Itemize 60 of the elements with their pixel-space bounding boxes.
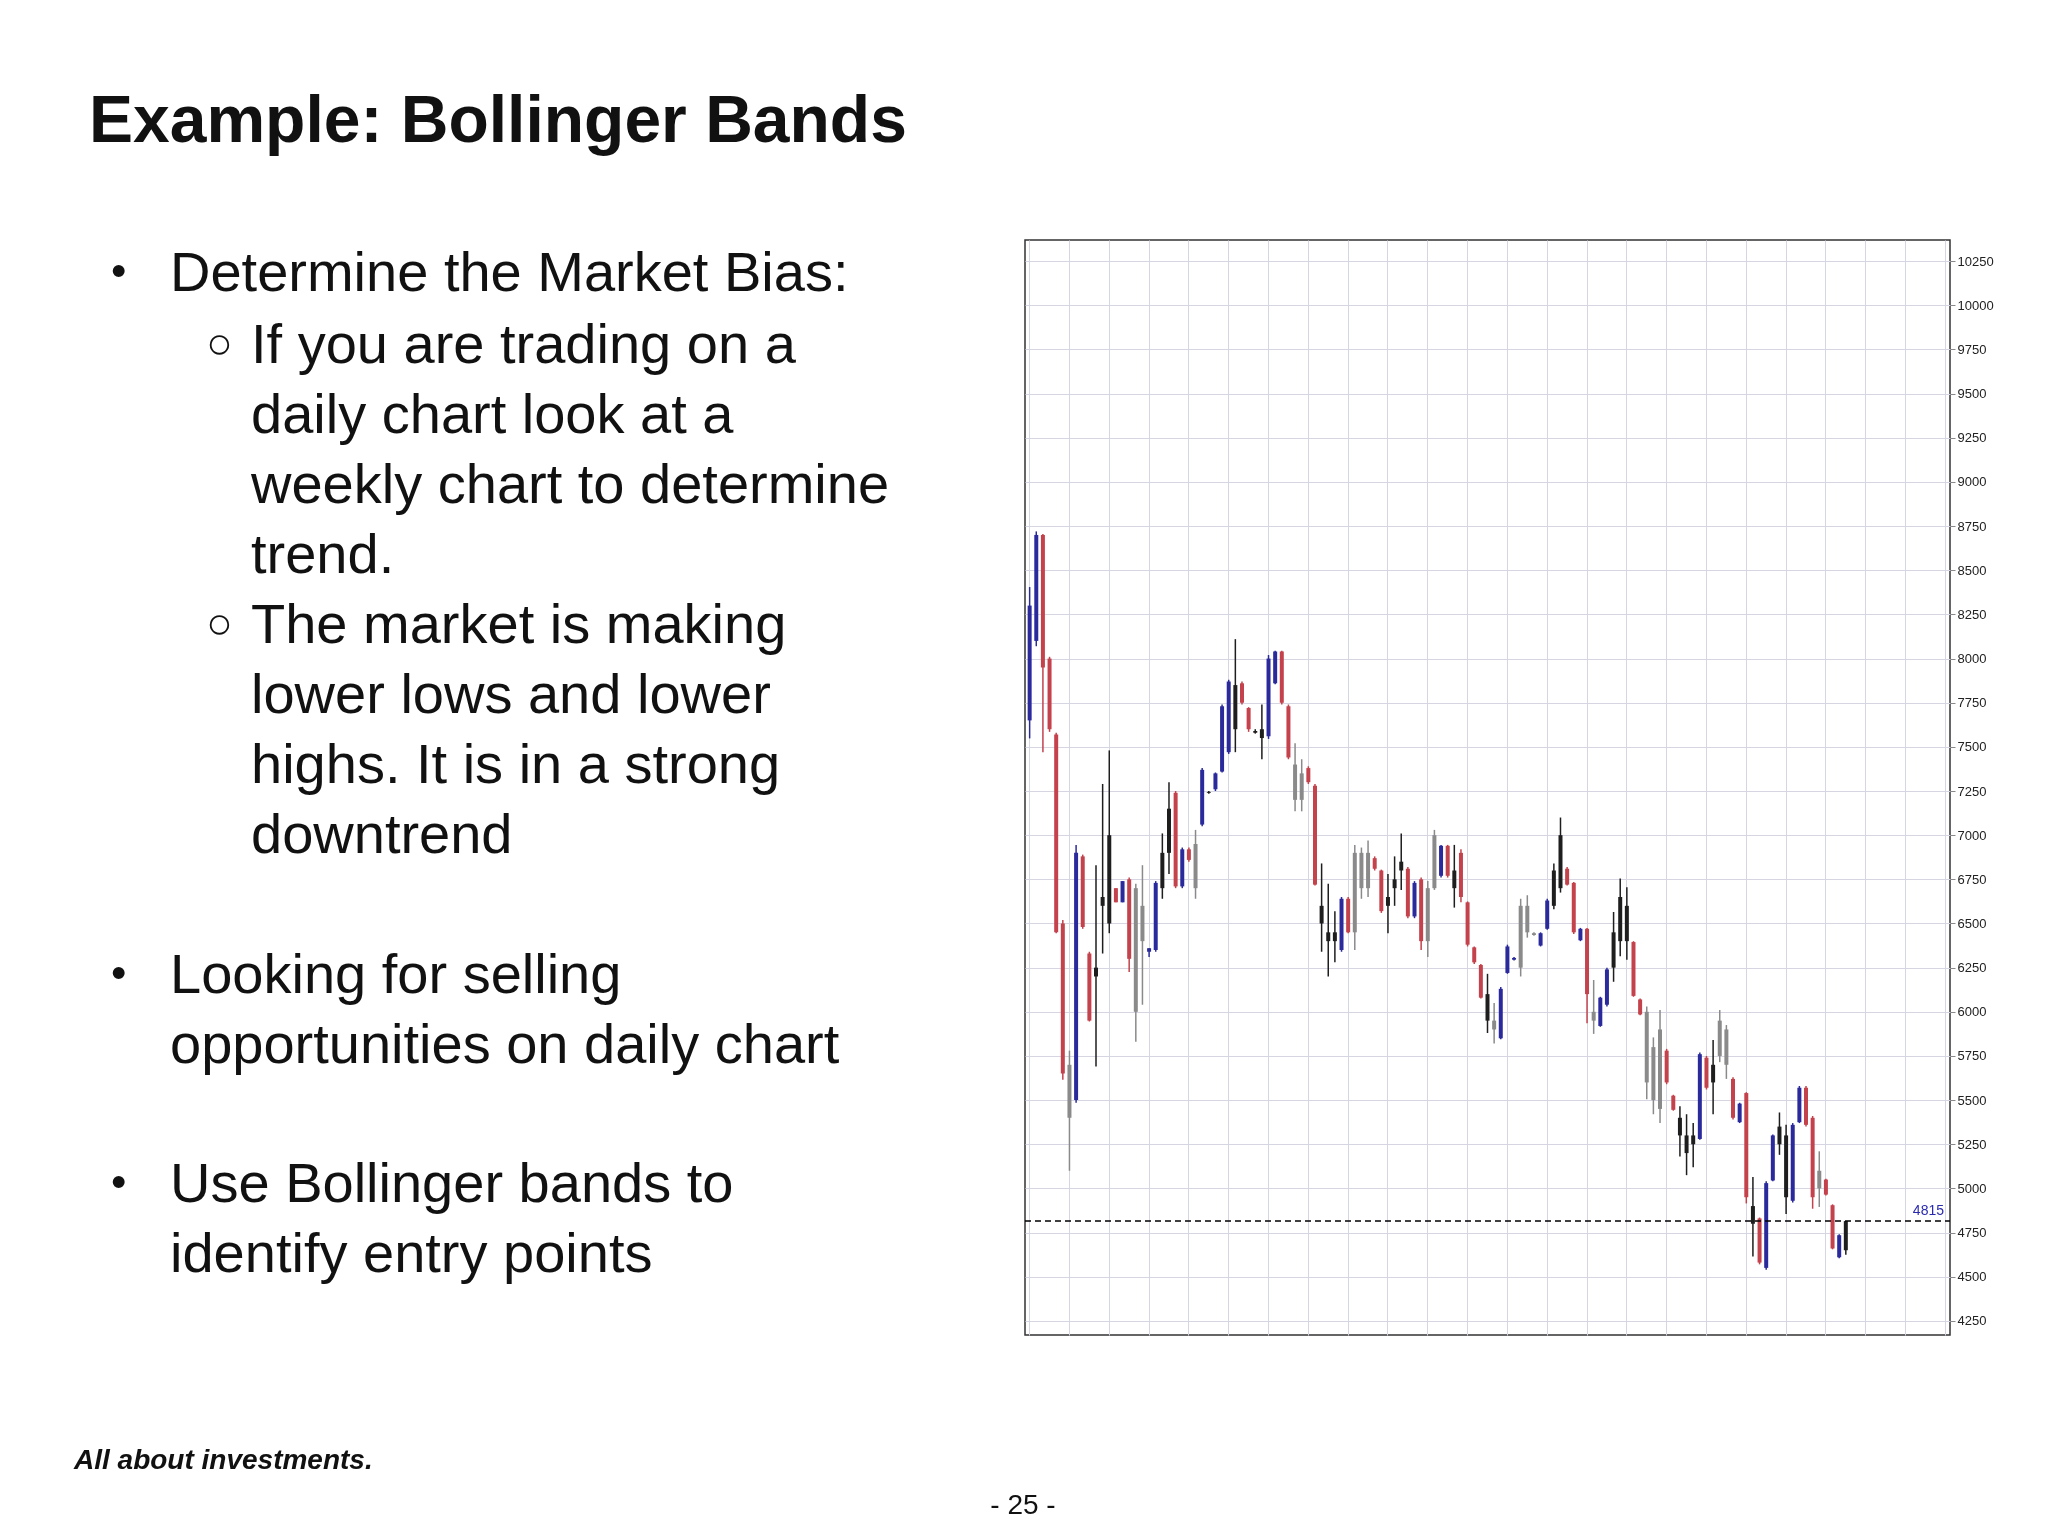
y-tick-label: 5500	[1957, 1092, 1987, 1108]
y-tick-label: 8750	[1957, 518, 1987, 534]
ref-line-label: 4815	[1912, 1202, 1945, 1219]
y-tick-label: 10000	[1957, 297, 1994, 313]
y-tick-label: 9250	[1957, 430, 1987, 446]
y-tick-label: 7250	[1957, 783, 1987, 799]
y-tick-label: 4750	[1957, 1225, 1987, 1241]
y-tick-label: 6500	[1957, 915, 1987, 931]
candlestick	[1750, 1176, 1755, 1258]
candlestick	[1100, 783, 1105, 955]
candlestick	[1817, 1150, 1822, 1208]
candlestick	[1492, 1002, 1497, 1045]
candlestick	[1677, 1105, 1682, 1158]
y-tick-label: 7750	[1957, 695, 1987, 711]
candlestick	[1385, 873, 1390, 934]
y-tick-label: 5000	[1957, 1180, 1987, 1196]
y-tick-label: 8000	[1957, 651, 1987, 667]
y-tick-label: 8250	[1957, 606, 1987, 622]
y-tick-label: 7500	[1957, 739, 1987, 755]
candlestick	[1837, 1233, 1842, 1259]
candlestick	[1777, 1111, 1782, 1156]
y-tick-label: 5750	[1957, 1048, 1987, 1064]
y-tick-label: 5250	[1957, 1136, 1987, 1152]
candlestick	[1452, 844, 1457, 909]
candlestick	[1213, 771, 1218, 792]
candlestick	[1326, 883, 1331, 978]
y-tick-label: 9500	[1957, 386, 1987, 402]
candlestick	[1332, 910, 1337, 964]
candlestick	[1565, 866, 1570, 887]
candlestick	[1246, 706, 1251, 733]
text: • Looking for selling opportunities on daily chart	[111, 942, 840, 1075]
candlestick	[1206, 790, 1211, 795]
y-tick-label: 10250	[1957, 253, 1994, 269]
y-tick-label: 6000	[1957, 1004, 1987, 1020]
y-tick-label: 6250	[1957, 960, 1987, 976]
text: All about investments.	[73, 1444, 373, 1475]
text: - 25 -	[990, 1489, 1056, 1520]
y-tick-label: 8500	[1957, 562, 1987, 578]
candlestick	[1094, 864, 1098, 1068]
text: ○ The market is making lower lows and lower highs. It is in a strong downtrend	[206, 592, 787, 865]
text: • Use Bollinger bands to identify entry points	[111, 1151, 734, 1284]
y-tick-label: 9750	[1957, 342, 1987, 357]
candlestick	[1691, 1122, 1696, 1168]
candlestick	[1392, 855, 1397, 907]
candlestick	[1684, 1113, 1689, 1176]
candlestick	[1737, 1102, 1742, 1124]
candlestick	[1319, 862, 1324, 953]
candlestick	[1259, 703, 1264, 760]
y-tick-label: 6750	[1957, 871, 1987, 887]
y-tick-label: 9000	[1957, 474, 1987, 490]
y-tick-label: 4500	[1957, 1269, 1987, 1285]
candlestick	[1591, 979, 1596, 1035]
candlestick	[1399, 832, 1404, 891]
text: • Determine the Market Bias:	[111, 240, 849, 303]
candlestick	[1239, 680, 1244, 706]
y-tick-label: 4250	[1957, 1313, 1987, 1329]
chart-title: Example: Bollinger Bands	[89, 82, 907, 156]
y-tick-label: 7000	[1957, 827, 1987, 843]
text: ○ If you are trading on a daily chart look at a weekly chart to determine trend.	[206, 312, 890, 585]
candlestick	[1711, 1039, 1716, 1115]
